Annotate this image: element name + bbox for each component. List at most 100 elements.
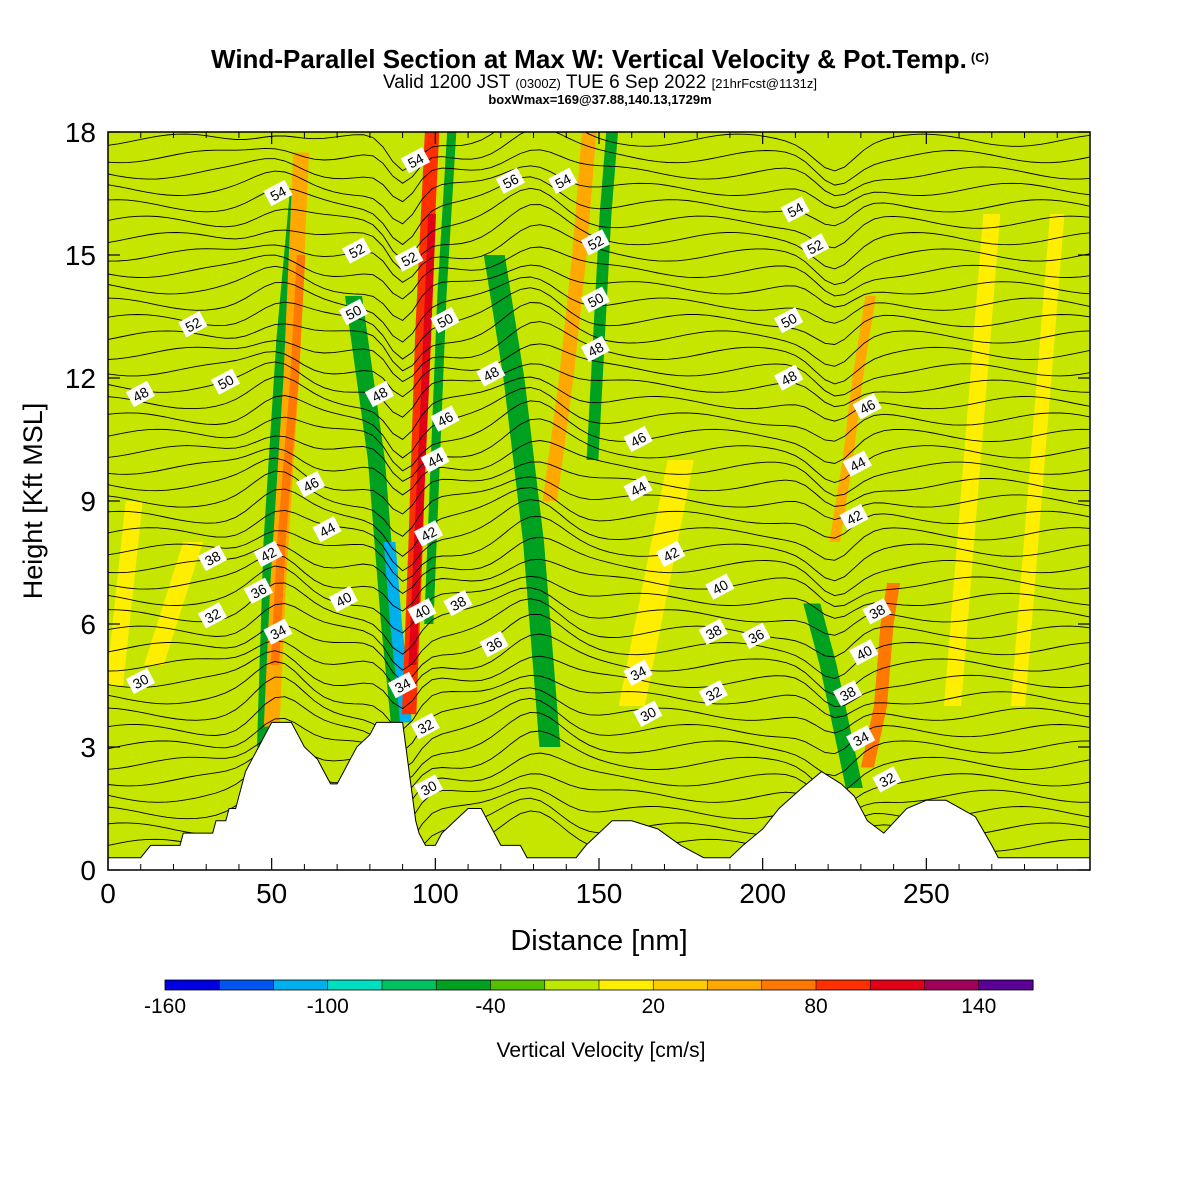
isentrope-label-bg [253, 540, 283, 567]
isentrope-label-bg [548, 167, 578, 194]
isentrope-line [108, 696, 1090, 770]
y-tick-label: 18 [65, 117, 96, 148]
isentrope-line [108, 287, 1090, 360]
isentrope-label-text: 50 [343, 302, 364, 324]
isentrope-label: 30 [633, 700, 663, 727]
isentrope-label: 50 [430, 307, 460, 334]
isentrope-label-text: 52 [398, 248, 419, 270]
isentrope-label-text: 38 [202, 548, 223, 570]
isentrope-label-bg [623, 475, 653, 502]
isentrope-label: 32 [197, 602, 228, 629]
isentrope-label-text: 48 [585, 338, 606, 360]
colorbar: -160 -100 -40 20 80 140 [144, 979, 1034, 1018]
isentrope-label-bg [852, 393, 882, 420]
isentrope-label-bg [410, 712, 440, 740]
x-tick-label: 250 [903, 878, 950, 909]
isentrope-label-text: 36 [248, 580, 269, 602]
isentrope-label-bg [413, 520, 444, 547]
isentrope-label-bg [839, 503, 869, 531]
isentrope-label-text: 42 [660, 543, 681, 565]
isentrope-line [108, 676, 1090, 753]
isentrope-label-text: 54 [405, 150, 426, 172]
isentrope-label-text: 38 [448, 593, 469, 615]
isentrope-label: 34 [387, 671, 417, 699]
isentrope-label: 38 [832, 680, 863, 707]
isentrope-label: 46 [296, 471, 326, 498]
isentrope-label: 52 [178, 311, 208, 338]
isentrope-label: 50 [774, 307, 804, 334]
isentrope-label: 38 [197, 544, 228, 572]
isentrope-label-text: 50 [585, 289, 606, 311]
velocity-band-17 [944, 214, 1001, 706]
isentrope-label-text: 44 [425, 449, 446, 471]
isentrope-label-text: 44 [847, 453, 868, 475]
isentrope-label-bg [312, 516, 342, 543]
isentrope-label-text: 30 [637, 703, 658, 725]
valid-date: TUE 6 Sep 2022 [565, 72, 707, 93]
isentrope-line [108, 149, 1090, 203]
isentrope-label: 30 [125, 667, 156, 695]
isentrope-label-text: 34 [268, 621, 289, 643]
isentrope-label-text: 32 [415, 716, 436, 738]
colorbar-swatch [870, 980, 926, 990]
isentrope-label-text: 52 [346, 240, 367, 262]
isentrope-label-text: 42 [258, 543, 279, 565]
isentrope-label-text: 40 [333, 589, 354, 611]
isentrope-label-text: 34 [628, 662, 649, 684]
isentrope-label-bg [479, 630, 509, 658]
isentrope-line [108, 515, 1090, 582]
colorbar-swatch [653, 980, 709, 990]
isentrope-label-text: 48 [480, 363, 501, 385]
isentrope-line [108, 582, 1090, 655]
isentrope-line [108, 487, 1090, 557]
colorbar-swatch [761, 980, 817, 990]
isentrope-label: 34 [846, 725, 876, 752]
colorbar-swatch [436, 980, 492, 990]
isentrope-label: 48 [580, 335, 611, 362]
isentrope-label: 40 [407, 598, 437, 625]
isentrope-line [108, 187, 1090, 261]
isentrope-label-text: 46 [300, 474, 321, 496]
isentrope-label-text: 50 [778, 310, 799, 332]
isentrope-label-bg [443, 589, 473, 617]
velocity-band-9 [542, 132, 597, 501]
isentrope-label-bg [243, 577, 273, 604]
velocity-band-6 [408, 214, 436, 665]
isentrope-line [108, 457, 1090, 515]
isentrope-label: 32 [872, 766, 902, 793]
isentrope-label: 46 [430, 405, 460, 432]
isentrope-label-text: 38 [867, 601, 888, 623]
isentrope-label: 52 [580, 229, 611, 256]
isentrope-label: 40 [705, 573, 735, 600]
chart-title-text: Wind-Parallel Section at Max W: Vertical… [211, 44, 967, 74]
isentrope-line [108, 470, 1090, 537]
isentrope-label-bg [842, 450, 872, 477]
isentrope-label: 30 [413, 774, 444, 801]
colorbar-swatch [924, 980, 980, 990]
isentrope-label-bg [338, 298, 368, 326]
isentrope-label-text: 30 [130, 671, 151, 693]
isentrope-label: 44 [623, 475, 653, 502]
x-tick-label: 100 [412, 878, 459, 909]
y-axis-label: Height [Kft MSL] [18, 403, 48, 600]
colorbar-tick-label: -100 [307, 995, 349, 1018]
plot-area [108, 132, 1090, 870]
isentrope-label-bg [430, 307, 460, 334]
isentrope-label: 32 [698, 680, 728, 707]
isentrope-line [108, 650, 1090, 710]
isentrope-label-bg [580, 229, 611, 256]
isentrope-line [108, 246, 1090, 300]
isentrope-label-text: 42 [844, 507, 865, 529]
colorbar-swatch [327, 980, 383, 990]
isentrope-label-bg [849, 639, 879, 666]
x-axis-label: Distance [nm] [510, 925, 687, 957]
isentrope-label: 38 [443, 589, 473, 617]
x-axis: 0 50 100 150 200 250 [100, 132, 1058, 909]
isentrope-line [108, 660, 1090, 731]
isentrope-label: 50 [580, 286, 611, 313]
isentrope-label-bg [364, 380, 395, 408]
isentrope-label-bg [846, 725, 876, 752]
colorbar-swatch [219, 980, 275, 990]
isentrope-label-bg [387, 671, 417, 699]
